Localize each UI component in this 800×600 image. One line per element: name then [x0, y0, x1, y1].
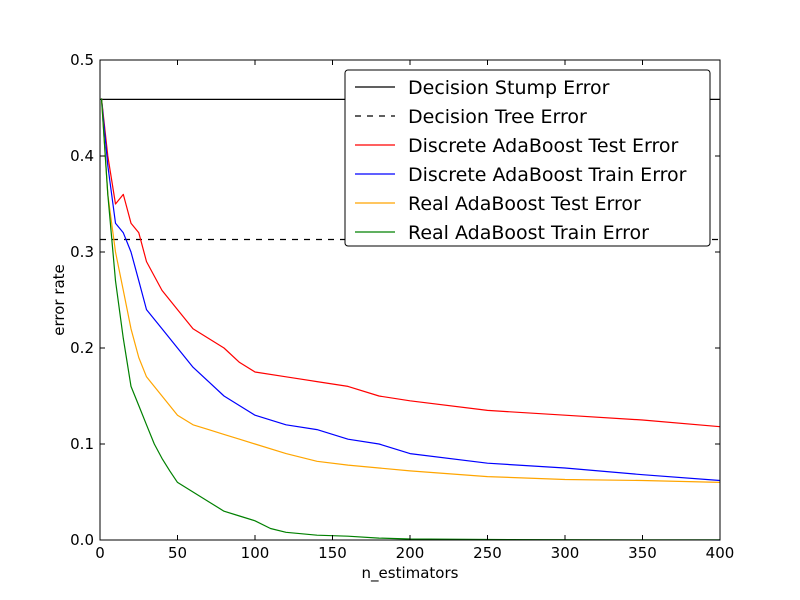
series-real-adaboost-test-error [100, 98, 721, 483]
y-tick-label: 0.2 [70, 339, 94, 357]
x-tick-label: 50 [168, 544, 187, 562]
series-discrete-adaboost-test-error [100, 98, 721, 428]
x-axis-label: n_estimators [362, 564, 459, 583]
x-tick-label: 250 [473, 544, 502, 562]
x-tick-label: 150 [318, 544, 347, 562]
series-discrete-adaboost-train-error [100, 98, 721, 482]
legend-label: Decision Tree Error [408, 106, 587, 128]
plot-frame [99, 59, 721, 541]
legend: Decision Stump Error Decision Tree Error D… [344, 69, 711, 247]
x-tick-label: 100 [241, 544, 270, 562]
legend-label: Real AdaBoost Train Error [408, 222, 649, 244]
y-axis-label: error rate [50, 264, 68, 336]
y-tick-label: 0.0 [70, 531, 94, 549]
x-tick-label: 200 [396, 544, 425, 562]
series-real-adaboost-train-error [100, 98, 721, 541]
x-tick-label: 0 [95, 544, 105, 562]
y-tick-label: 0.4 [70, 147, 94, 165]
legend-label: Discrete AdaBoost Train Error [408, 164, 687, 186]
legend-label: Real AdaBoost Test Error [408, 193, 641, 215]
x-tick-label: 400 [706, 544, 735, 562]
legend-label: Decision Stump Error [408, 77, 610, 99]
x-tick-label: 350 [628, 544, 657, 562]
x-tick-label: 300 [551, 544, 580, 562]
y-tick-label: 0.3 [70, 243, 94, 261]
axis-tick-labels: 0 50 100 150 200 250 300 350 400 0.0 0.1 0.2 0.3 0.4 0… [70, 51, 734, 562]
y-tick-label: 0.5 [70, 51, 94, 69]
y-tick-label: 0.1 [70, 435, 94, 453]
legend-box [344, 69, 711, 247]
legend-label: Discrete AdaBoost Test Error [408, 135, 679, 157]
